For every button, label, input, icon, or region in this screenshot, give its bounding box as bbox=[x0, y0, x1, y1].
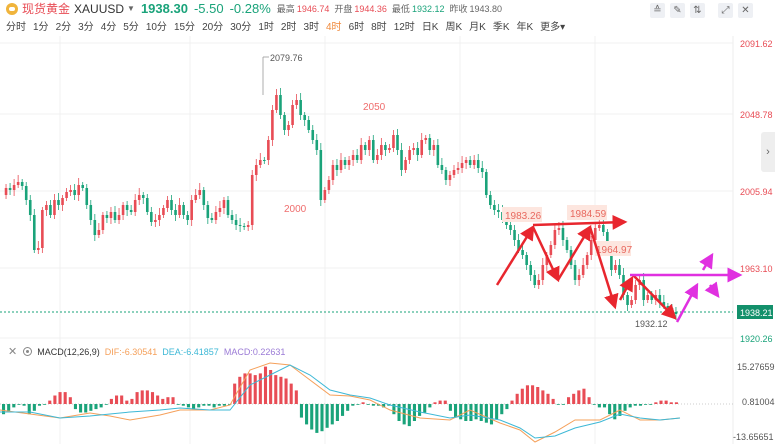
remove-indicator-icon[interactable]: ✕ bbox=[8, 346, 18, 358]
svg-text:0.81004: 0.81004 bbox=[742, 397, 775, 407]
low-label: 最低 bbox=[391, 4, 410, 14]
svg-text:1938.21: 1938.21 bbox=[740, 308, 773, 318]
peak-label-2: 1984.59 bbox=[567, 205, 607, 220]
period-tab[interactable]: 分时 bbox=[6, 21, 26, 33]
macd-histogram bbox=[2, 366, 678, 433]
price-axis: 2091.62 2048.78 2005.94 1963.10 1920.26 bbox=[740, 39, 773, 344]
low-value: 1932.12 bbox=[411, 3, 445, 14]
svg-text:1963.10: 1963.10 bbox=[740, 264, 773, 274]
period-tab[interactable]: 12时 bbox=[393, 21, 415, 33]
settings-icon[interactable] bbox=[23, 347, 33, 356]
macd-name: MACD(12,26,9) bbox=[37, 346, 100, 357]
price-change: -5.50 bbox=[193, 1, 224, 16]
prev-close-label: 昨收 bbox=[449, 4, 468, 14]
period-tab[interactable]: 季K bbox=[492, 21, 510, 33]
period-tab[interactable]: 4时 bbox=[326, 21, 342, 33]
low-label: 1932.12 bbox=[635, 319, 668, 329]
svg-text:1920.26: 1920.26 bbox=[740, 334, 773, 344]
high-annotation: 2079.76 bbox=[262, 53, 303, 95]
mid-label: 1964.97 bbox=[595, 241, 633, 256]
instrument-name: 现货黄金 bbox=[22, 2, 71, 16]
period-tab[interactable]: 2时 bbox=[280, 21, 297, 33]
open-label: 开盘 bbox=[334, 4, 353, 14]
fullscreen-icon[interactable]: ⤢ bbox=[718, 3, 733, 18]
svg-text:2048.78: 2048.78 bbox=[740, 110, 773, 120]
close-icon[interactable]: ✕ bbox=[738, 3, 753, 18]
candlesticks bbox=[4, 88, 678, 320]
chart-header: 现货黄金 XAUUSD ▼ 1938.30 -5.50 -0.28% 最高 19… bbox=[0, 0, 777, 36]
magenta-forecast-arrows bbox=[630, 252, 743, 323]
period-tab[interactable]: 8时 bbox=[371, 21, 387, 33]
high-label: 最高 bbox=[276, 4, 295, 14]
indicator-icon[interactable]: ≙ bbox=[650, 3, 665, 18]
prev-close-value: 1943.80 bbox=[469, 3, 503, 14]
period-tabs: 分时 1分 2分 3分 4分 5分 10分 15分 20分 30分 1时 2时 3时 4时 6时 8时 12时日… bbox=[6, 18, 572, 33]
dea-value: DEA:-6.41857 bbox=[162, 346, 219, 357]
macd-value: MACD:0.22631 bbox=[223, 346, 286, 357]
svg-text:-13.65651: -13.65651 bbox=[733, 432, 774, 442]
period-tab[interactable]: 3时 bbox=[303, 21, 319, 33]
period-tab[interactable]: 日K bbox=[421, 21, 439, 33]
grid bbox=[0, 36, 733, 444]
instrument-dropdown-icon[interactable]: ▼ bbox=[127, 4, 135, 13]
period-tab[interactable]: 更多▾ bbox=[540, 21, 566, 33]
period-tab[interactable]: 4分 bbox=[100, 21, 117, 33]
svg-text:1964.97: 1964.97 bbox=[596, 245, 633, 256]
quote-row: 现货黄金 XAUUSD ▼ 1938.30 -5.50 -0.28% 最高 19… bbox=[6, 0, 507, 17]
last-price: 1938.30 bbox=[140, 1, 188, 16]
period-tab[interactable]: 20分 bbox=[202, 21, 224, 33]
macd-legend: ✕ MACD(12,26,9) DIF:-6.30541 DEA:-6.4185… bbox=[8, 345, 285, 358]
period-tab[interactable]: 周K bbox=[445, 21, 463, 33]
period-tab[interactable]: 年K bbox=[516, 21, 534, 33]
svg-text:1983.26: 1983.26 bbox=[505, 211, 542, 222]
expand-panel-button[interactable]: › bbox=[761, 132, 775, 172]
svg-text:15.27659: 15.27659 bbox=[737, 362, 775, 372]
period-tab[interactable]: 30分 bbox=[230, 21, 252, 33]
period-tab[interactable]: 5分 bbox=[123, 21, 139, 33]
high-value: 1946.74 bbox=[296, 3, 330, 14]
period-tab[interactable]: 3分 bbox=[78, 21, 94, 33]
macd-axis: 15.27659 0.81004 -13.65651 bbox=[733, 362, 775, 442]
peak-label-1: 1983.26 bbox=[502, 207, 542, 222]
dif-line bbox=[0, 362, 681, 443]
dif-value: DIF:-6.30541 bbox=[104, 346, 158, 357]
period-tab[interactable]: 月K bbox=[469, 21, 486, 33]
period-tab[interactable]: 6时 bbox=[348, 21, 365, 33]
svg-text:2091.62: 2091.62 bbox=[740, 39, 773, 49]
period-tab[interactable]: 1时 bbox=[258, 21, 274, 33]
period-tab[interactable]: 15分 bbox=[173, 21, 196, 33]
gold-logo-icon bbox=[6, 2, 18, 15]
draw-icon[interactable]: ✎ bbox=[670, 3, 685, 18]
period-tab[interactable]: 1分 bbox=[33, 21, 49, 33]
chart-canvas[interactable]: 2079.76 2050 2000 1983.26 1984.59 1964.9… bbox=[0, 36, 777, 444]
price-change-pct: -0.28% bbox=[229, 1, 271, 16]
instrument-code[interactable]: XAUUSD bbox=[74, 1, 125, 16]
compare-icon[interactable]: ⇅ bbox=[690, 3, 705, 18]
label-2050: 2050 bbox=[363, 102, 386, 113]
current-price-tag: 1938.21 bbox=[737, 305, 773, 319]
label-2000: 2000 bbox=[284, 204, 307, 215]
svg-text:2005.94: 2005.94 bbox=[740, 187, 773, 197]
svg-text:2079.76: 2079.76 bbox=[270, 53, 303, 63]
period-tab[interactable]: 2分 bbox=[55, 21, 72, 33]
chart-toolbar: ≙ ✎ ⇅ ⤢ ✕ bbox=[650, 3, 753, 18]
open-value: 1944.36 bbox=[354, 3, 387, 14]
dea-line bbox=[0, 364, 681, 439]
period-tab[interactable]: 10分 bbox=[145, 21, 167, 33]
red-trend-arrows bbox=[495, 214, 677, 320]
svg-text:1984.59: 1984.59 bbox=[570, 209, 607, 220]
